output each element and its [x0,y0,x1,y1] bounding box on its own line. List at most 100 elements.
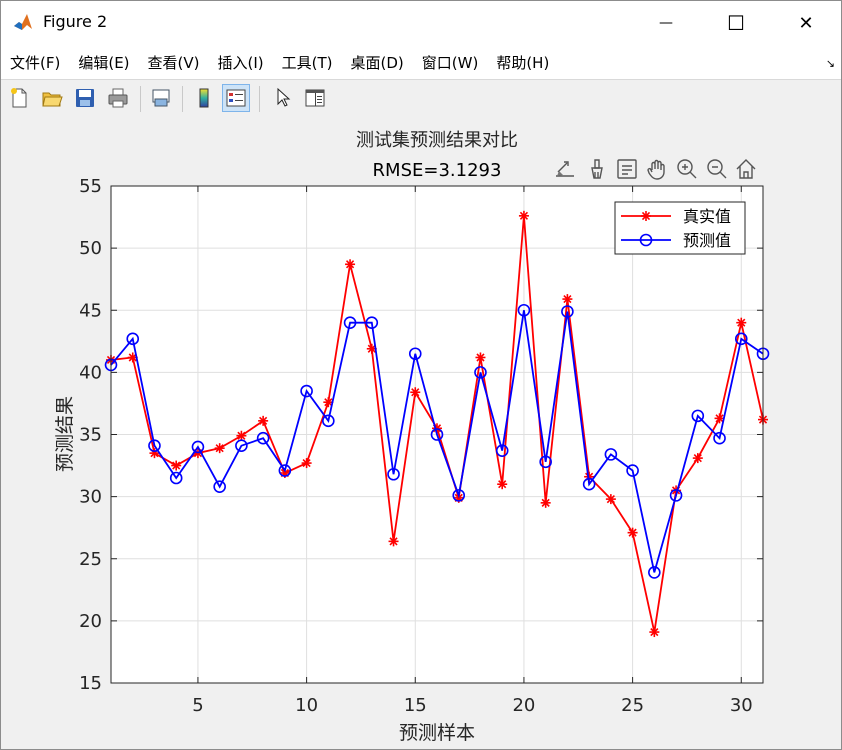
chart-subtitle: RMSE=3.1293 [373,160,502,181]
minimize-button[interactable]: — [643,1,689,45]
menu-file[interactable]: 文件(F) [10,53,61,72]
data-point [539,455,552,469]
menu-window[interactable]: 窗口(W) [421,53,479,72]
grid [111,185,763,684]
print-icon [108,88,128,108]
close-icon: ✕ [798,12,814,34]
y-tick-label: 45 [79,300,102,321]
save-icon [76,89,94,107]
data-point [639,233,653,247]
toolbar-separator [140,86,141,112]
series-layer [104,210,770,638]
toolbar-separator [182,86,183,112]
menu-view[interactable]: 查看(V) [147,53,200,72]
save-button[interactable] [71,84,99,112]
export-icon[interactable] [556,161,574,177]
ticks: 5 10 15 20 25 30 15 20 25 30 35 40 45 50 55 [79,176,763,716]
y-tick-label: 40 [79,362,102,383]
pan-icon[interactable] [647,159,665,180]
data-point [191,440,205,454]
close-button[interactable]: ✕ [783,1,829,45]
chart-title: 测试集预测结果对比 [356,130,518,151]
data-point [171,460,182,471]
x-tick-label: 25 [621,695,644,716]
data-point [713,431,726,445]
data-point [495,444,509,457]
new-figure-button[interactable] [5,84,33,112]
dock-arrow-icon[interactable]: ↘ [825,57,835,70]
data-point [322,414,335,428]
legend-box [614,201,746,255]
data-point [148,439,161,452]
new-figure-icon [11,88,27,108]
property-inspector-button[interactable] [301,84,329,112]
zoom-out-icon[interactable] [707,159,727,179]
colorbar-button[interactable] [190,84,218,112]
data-point [475,352,486,363]
menu-help[interactable]: 帮助(H) [496,53,550,72]
property-inspector-icon [305,89,325,107]
y-tick-label: 30 [79,487,102,508]
link-plot-button[interactable] [147,84,175,112]
data-point [604,448,618,461]
menu-desktop[interactable]: 桌面(D) [350,53,404,72]
data-point [497,479,508,490]
matlab-logo-icon [13,13,33,33]
figure-toolbar [1,79,841,119]
series-line [110,310,764,573]
data-point [641,211,651,221]
brush-icon[interactable] [591,159,603,179]
data-point [408,347,422,361]
data-point [474,366,487,379]
data-tips-icon[interactable] [617,159,637,179]
y-tick-label: 20 [79,611,102,632]
data-point [540,497,551,508]
figure-canvas: 测试集预测结果对比 RMSE=3.1293 [1,118,841,749]
x-tick-label: 5 [192,695,203,716]
menu-tools[interactable]: 工具(T) [281,53,333,72]
y-tick-label: 35 [79,425,102,446]
x-tick-label: 15 [404,695,427,716]
data-point [582,477,596,491]
data-point [365,316,379,329]
axes-toolbar [556,159,756,180]
maximize-button[interactable]: ☐ [713,1,759,45]
menu-edit[interactable]: 编辑(E) [78,53,130,72]
pointer-button[interactable] [268,84,296,112]
data-point [430,428,444,441]
y-tick-label: 15 [79,673,102,694]
data-point [300,384,313,398]
menu-insert[interactable]: 插入(I) [217,53,264,72]
open-file-icon [42,92,63,107]
data-point [691,409,705,423]
legend-button[interactable] [222,84,250,112]
toolbar-separator [259,86,260,112]
print-button[interactable] [104,84,132,112]
x-tick-label: 20 [512,695,535,716]
data-point [258,415,269,426]
data-point [345,259,356,270]
data-point [214,443,225,454]
data-point [127,352,138,363]
y-tick-label: 25 [79,549,102,570]
home-icon[interactable] [736,159,756,179]
open-file-button[interactable] [38,84,66,112]
data-point [235,439,248,452]
data-point [734,332,748,346]
window-title: Figure 2 [43,12,108,31]
y-axis-label: 预测结果 [54,396,76,472]
data-point [626,464,639,477]
data-point [649,627,660,638]
data-point [669,489,683,502]
data-point [452,489,466,502]
data-point [714,413,725,424]
zoom-in-icon[interactable] [677,159,697,179]
data-point [410,387,421,398]
data-point [387,467,400,481]
data-point [301,458,312,469]
legend-entry: 预测值 [621,231,731,250]
chart-svg: 测试集预测结果对比 RMSE=3.1293 [54,130,770,744]
data-point [169,471,183,485]
